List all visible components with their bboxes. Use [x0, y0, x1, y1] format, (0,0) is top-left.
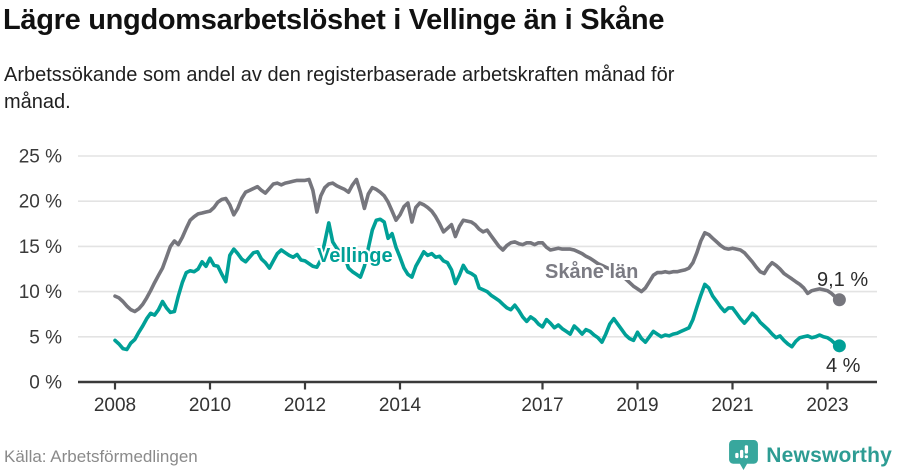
chart-canvas: 25 % 20 % 15 % 10 % 5 % 0 % 2008 2010 2012 2014 20… [19, 147, 877, 416]
x-tick-label: 2017 [521, 395, 563, 416]
logo-exclamation-dot [745, 455, 749, 459]
series-label-skane-lan: Skåne län [545, 260, 638, 283]
logo-bar-1 [735, 452, 739, 459]
y-tick-label: 15 % [19, 237, 62, 258]
series-end-dot-vellinge [832, 339, 846, 353]
series-label-vellinge: Vellinge [317, 245, 393, 267]
series-end-dot-skane-lan [832, 293, 846, 307]
newsworthy-logo-icon [729, 440, 759, 470]
x-tick-label: 2014 [379, 395, 422, 416]
series-line-skane-lan [113, 177, 842, 314]
series-end-value-skane-lan: 9,1 % [817, 269, 868, 291]
x-tick-label: 2021 [711, 395, 753, 416]
x-tick-label: 2008 [94, 395, 136, 416]
x-tick-label: 2023 [806, 395, 848, 416]
logo-exclamation-stem [745, 445, 749, 454]
y-tick-label: 10 % [19, 282, 62, 303]
series-line-vellinge [113, 217, 842, 352]
chart-subtitle: Arbetssökande som andel av den registerb… [4, 62, 864, 116]
source-credit: Källa: Arbetsförmedlingen [4, 447, 198, 466]
subtitle-line-2: månad. [4, 91, 71, 113]
x-tick-label: 2010 [189, 395, 231, 416]
subtitle-line-1: Arbetssökande som andel av den registerb… [4, 64, 675, 86]
newsworthy-brand: Newsworthy [728, 439, 892, 472]
page-title: Lägre ungdomsarbetslöshet i Vellinge än … [3, 4, 665, 36]
y-tick-label: 25 % [19, 147, 62, 168]
logo-bar-2 [740, 449, 744, 459]
logo-bubble-shape [729, 440, 759, 470]
newsworthy-wordmark: Newsworthy [766, 443, 892, 467]
x-tick-label: 2012 [284, 395, 326, 416]
y-tick-label: 20 % [19, 192, 62, 213]
x-tick-label: 2019 [616, 395, 658, 416]
series-end-value-vellinge: 4 % [826, 355, 861, 377]
y-tick-label: 5 % [29, 327, 62, 348]
y-tick-label: 0 % [29, 373, 62, 394]
line-chart: 25 % 20 % 15 % 10 % 5 % 0 % 2008 2010 2012 2014 20… [0, 134, 900, 430]
